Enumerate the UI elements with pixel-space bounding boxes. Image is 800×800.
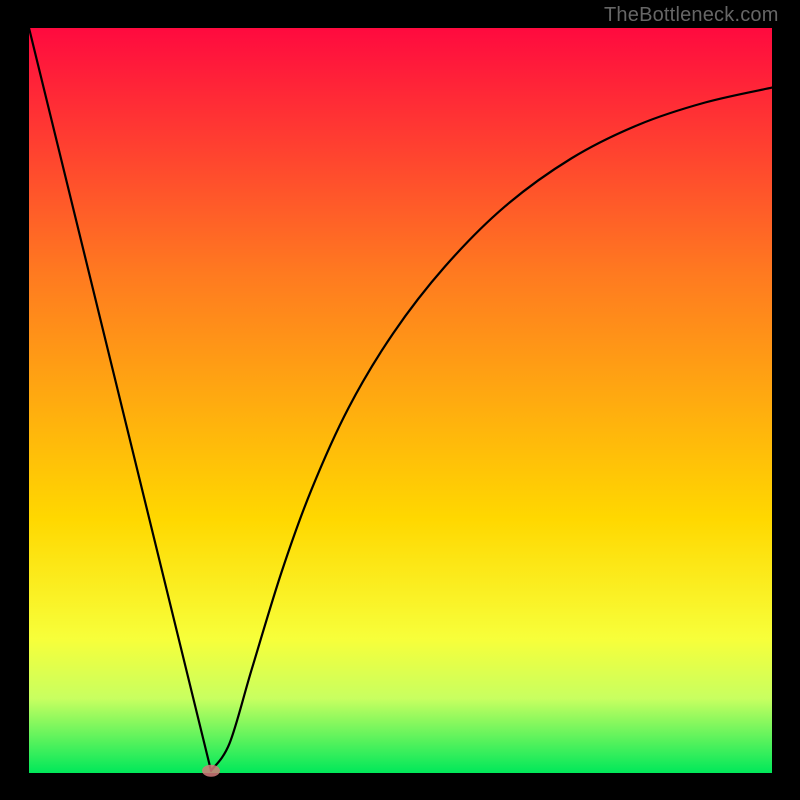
chart-frame: TheBottleneck.com bbox=[0, 0, 800, 800]
plot-area bbox=[29, 28, 772, 773]
attribution-label: TheBottleneck.com bbox=[604, 4, 779, 27]
